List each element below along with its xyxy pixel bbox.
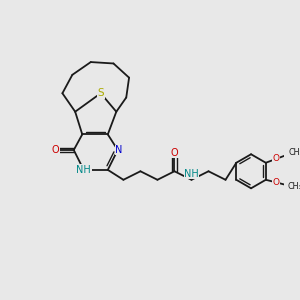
Text: O: O	[52, 145, 59, 155]
Text: O: O	[272, 178, 279, 187]
Text: N: N	[116, 145, 123, 155]
Text: NH: NH	[76, 165, 91, 175]
Text: O: O	[171, 148, 178, 158]
Text: O: O	[272, 154, 279, 163]
Text: CH₃: CH₃	[288, 148, 300, 157]
Text: CH₃: CH₃	[288, 182, 300, 191]
Text: NH: NH	[184, 169, 199, 178]
Text: S: S	[98, 88, 104, 98]
